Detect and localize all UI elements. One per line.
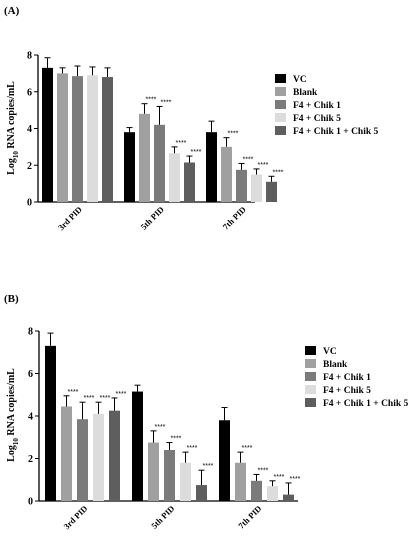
bar [251, 480, 262, 501]
panel-b-ylabel: Log10 RNA copies/mL [6, 368, 20, 462]
significance-marker: **** [258, 162, 269, 169]
legend-label: VC [293, 75, 307, 85]
legend-swatch [305, 385, 316, 394]
significance-marker: **** [242, 445, 253, 452]
bar [221, 146, 232, 202]
bar [87, 75, 98, 202]
legend-swatch [305, 346, 316, 355]
bar [283, 494, 294, 501]
category-label: 7th PID [221, 204, 248, 231]
significance-marker: **** [68, 389, 79, 396]
bar [180, 462, 191, 501]
legend-swatch [275, 113, 286, 122]
bar [219, 420, 230, 501]
significance-marker: **** [187, 445, 198, 452]
legend-swatch [275, 100, 286, 109]
panel-a-label: (A) [4, 5, 20, 17]
bar [184, 162, 195, 202]
significance-marker: **** [84, 395, 95, 402]
legend-label: F4 + Chik 1 [323, 373, 371, 383]
bar [251, 174, 262, 202]
bar [148, 442, 159, 501]
bar [154, 124, 165, 202]
category-label: 7th PID [236, 503, 263, 530]
y-tick-label: 4 [28, 412, 33, 423]
category-label: 3rd PID [56, 204, 84, 232]
bar [77, 419, 88, 501]
bar [267, 486, 278, 501]
legend-label: F4 + Chik 1 + Chik 5 [323, 399, 409, 409]
significance-marker: **** [176, 140, 187, 147]
bar [266, 181, 277, 202]
bar [93, 413, 104, 501]
legend-label: F4 + Chik 5 [323, 386, 371, 396]
legend-label: F4 + Chik 1 [293, 101, 341, 111]
significance-marker: **** [146, 97, 157, 104]
bar [57, 73, 68, 202]
legend-label: Blank [323, 360, 348, 370]
legend-swatch [275, 87, 286, 96]
bar [109, 410, 120, 501]
bar [61, 406, 72, 501]
panel-a-chart: 0 2 4 6 8 3rd PID **** **** **** **** 5th PID **** *… [27, 51, 379, 233]
significance-marker: **** [228, 131, 239, 138]
legend-swatch [305, 372, 316, 381]
significance-marker: **** [290, 476, 301, 483]
bar [102, 77, 113, 202]
y-tick-label: 2 [27, 161, 32, 172]
legend-swatch [305, 398, 316, 407]
significance-marker: **** [243, 156, 254, 163]
significance-marker: **** [116, 391, 127, 398]
y-tick-label: 0 [27, 198, 32, 209]
bar [45, 345, 56, 501]
y-tick-label: 4 [27, 124, 32, 135]
bar [132, 391, 143, 501]
significance-marker: **** [191, 149, 202, 156]
bar [42, 67, 53, 202]
legend-label: F4 + Chik 1 + Chik 5 [293, 127, 379, 137]
y-tick-label: 2 [28, 454, 33, 465]
category-label: 5th PID [139, 204, 166, 231]
legend-label: VC [323, 347, 337, 357]
panel-a-ylabel: Log10 RNA copies/mL [6, 81, 20, 175]
bar [169, 153, 180, 202]
significance-marker: **** [203, 463, 214, 470]
legend-label: F4 + Chik 5 [293, 114, 341, 124]
significance-marker: **** [274, 474, 285, 481]
y-tick-label: 0 [28, 497, 33, 508]
legend-swatch [275, 74, 286, 83]
bar [196, 485, 207, 501]
panel-b-chart: 0 2 4 6 8 **** **** **** **** 3rd PID **** **** ****… [28, 327, 409, 532]
significance-marker: **** [161, 99, 172, 106]
panel-b-label: (B) [4, 293, 19, 305]
bar [206, 132, 217, 202]
bar [72, 76, 83, 202]
bar [124, 132, 135, 202]
significance-marker: **** [155, 424, 166, 431]
bar [164, 450, 175, 501]
significance-marker: **** [258, 467, 269, 474]
significance-marker: **** [171, 436, 182, 443]
category-label: 5th PID [149, 503, 176, 530]
y-tick-label: 8 [27, 51, 32, 62]
y-tick-label: 6 [27, 87, 32, 98]
legend-swatch [275, 126, 286, 135]
legend-label: Blank [293, 88, 318, 98]
y-tick-label: 8 [28, 327, 33, 338]
bar [236, 169, 247, 202]
significance-marker: **** [273, 169, 284, 176]
significance-marker: **** [100, 395, 111, 402]
legend-swatch [305, 359, 316, 368]
category-label: 3rd PID [61, 503, 89, 531]
bar [235, 462, 246, 501]
y-tick-label: 6 [28, 369, 33, 380]
bar [139, 113, 150, 202]
